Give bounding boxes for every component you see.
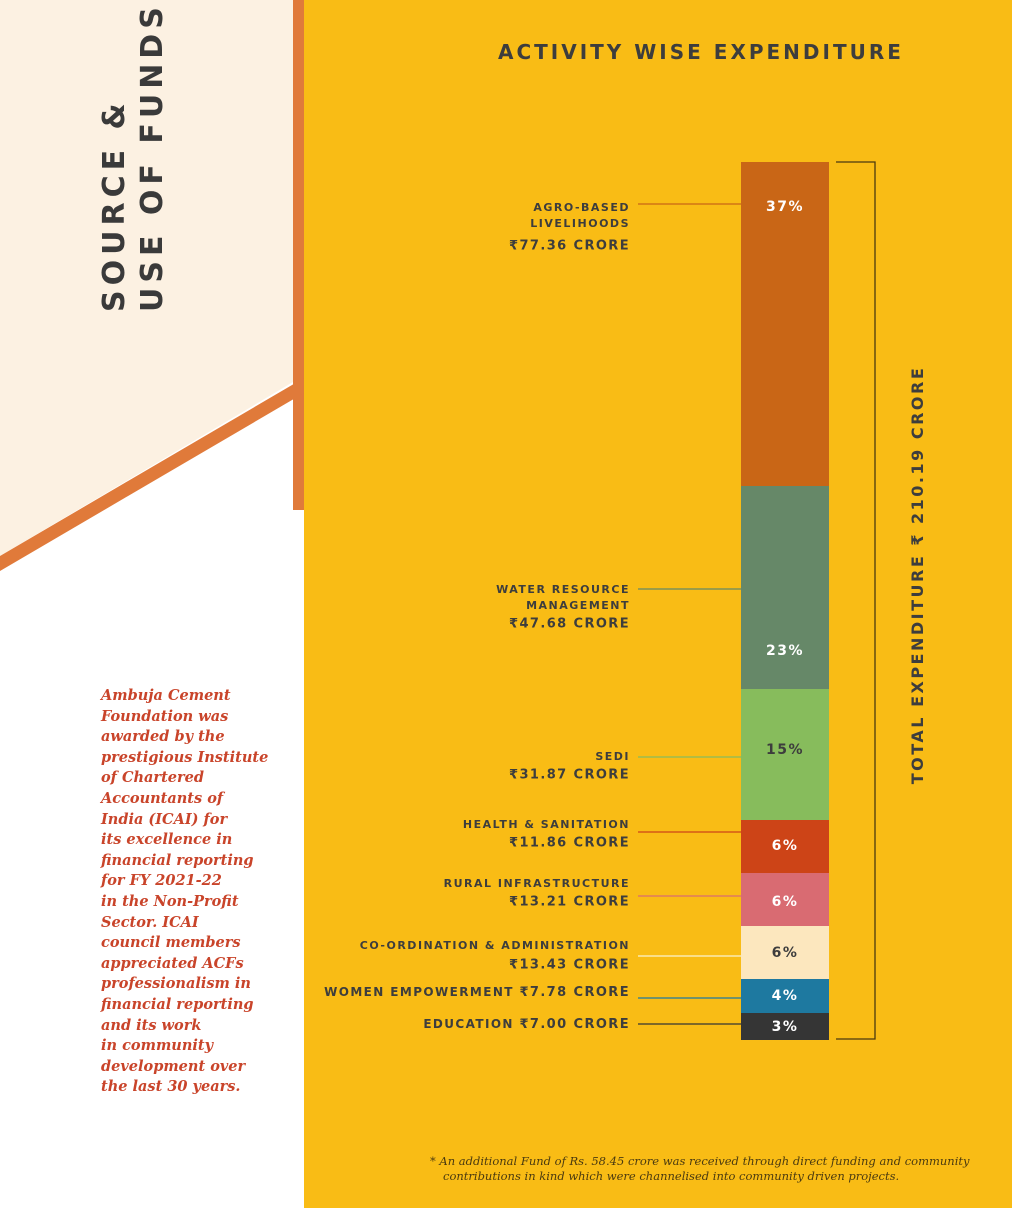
bar-segment: [741, 689, 829, 820]
segment-category: LIVELIHOODS: [530, 217, 630, 230]
award-line: and its work: [101, 1016, 202, 1034]
segment-category: HEALTH & SANITATION: [463, 818, 630, 831]
segment-pct-label: 6%: [772, 894, 799, 910]
segment-amount: ₹7.78 CRORE: [519, 985, 630, 1000]
total-label: TOTAL EXPENDITURE: [908, 546, 927, 785]
chart-panel: [304, 0, 1012, 1208]
segment-label: EDUCATION ₹7.00 CRORE: [423, 1017, 630, 1032]
award-line: for FY 2021-22: [101, 872, 222, 890]
segment-amount: ₹77.36 CRORE: [509, 239, 630, 254]
footnote-line-1: * An additional Fund of Rs. 58.45 crore …: [430, 1154, 970, 1168]
award-line: awarded by the: [101, 728, 225, 746]
segment-amount: ₹47.68 CRORE: [509, 617, 630, 632]
segment-pct-label: 23%: [766, 643, 804, 659]
award-line: financial reporting: [101, 851, 254, 869]
award-line: Foundation was: [101, 707, 229, 725]
total-expenditure-label: TOTAL EXPENDITURE ₹ 210.19 CRORE: [908, 366, 927, 785]
segment-category: SEDI: [595, 750, 630, 763]
footnote-line-2: contributions in kind which were channel…: [443, 1169, 900, 1183]
chart-title: ACTIVITY WISE EXPENDITURE: [498, 40, 904, 64]
accent-diagonal: [0, 378, 304, 571]
segment-pct-label: 37%: [766, 199, 804, 215]
bar-segment: [741, 162, 829, 486]
segment-category: CO-ORDINATION & ADMINISTRATION: [360, 939, 630, 952]
award-line: in the Non-Profit: [101, 892, 239, 910]
segment-category: RURAL INFRASTRUCTURE: [444, 877, 630, 890]
segment-category: WATER RESOURCE: [496, 583, 630, 596]
accent-stripe: [293, 0, 304, 510]
segment-amount: ₹31.87 CRORE: [509, 768, 630, 783]
segment-category: WOMEN EMPOWERMENT: [324, 985, 519, 999]
bar-segment: [741, 979, 829, 1013]
award-line: Ambuja Cement: [101, 687, 231, 704]
segment-amount: ₹11.86 CRORE: [509, 836, 630, 851]
award-line: professionalism in: [101, 975, 251, 993]
segment-amount: ₹13.43 CRORE: [509, 958, 630, 973]
bar-segment: [741, 1013, 829, 1040]
cream-triangle: [0, 0, 293, 556]
footnote: * An additional Fund of Rs. 58.45 crore …: [430, 1154, 990, 1184]
award-text: Ambuja Cement Foundation was awarded by …: [101, 686, 269, 1098]
award-line: Sector. ICAI: [101, 913, 199, 931]
award-line: its excellence in: [101, 831, 233, 849]
segment-pct-label: 4%: [772, 988, 799, 1004]
award-line: financial reporting: [101, 995, 254, 1013]
total-bracket: [836, 161, 876, 1040]
segment-category: MANAGEMENT: [526, 599, 630, 612]
segment-pct-label: 15%: [766, 742, 804, 758]
segment-category: AGRO-BASED: [533, 201, 630, 214]
award-line: in community: [101, 1037, 213, 1055]
segment-amount: ₹7.00 CRORE: [519, 1017, 630, 1032]
segment-pct-label: 3%: [772, 1019, 799, 1035]
award-line: prestigious Institute: [101, 748, 269, 766]
award-line: appreciated ACFs: [101, 954, 244, 972]
award-line: of Chartered: [101, 769, 205, 787]
award-line: India (ICAI) for: [101, 810, 228, 828]
segment-pct-label: 6%: [772, 945, 799, 961]
decorative-panel: [0, 0, 304, 571]
award-line: development over: [101, 1057, 246, 1075]
bar-segment: [741, 873, 829, 926]
award-line: Accountants of: [101, 789, 224, 807]
segment-amount: ₹13.21 CRORE: [509, 895, 630, 910]
segment-category: EDUCATION: [423, 1017, 519, 1031]
segment-label: WOMEN EMPOWERMENT ₹7.78 CRORE: [324, 985, 630, 1000]
total-value: ₹ 210.19 CRORE: [908, 366, 927, 546]
bar-segment: [741, 926, 829, 979]
segment-pct-label: 6%: [772, 838, 799, 854]
award-line: the last 30 years.: [101, 1078, 241, 1096]
left-panel: SOURCE & USE OF FUNDS Ambuja Cement Foun…: [0, 0, 304, 1208]
award-line: council members: [101, 934, 241, 952]
bar-segment: [741, 820, 829, 873]
bar-segment: [741, 486, 829, 689]
